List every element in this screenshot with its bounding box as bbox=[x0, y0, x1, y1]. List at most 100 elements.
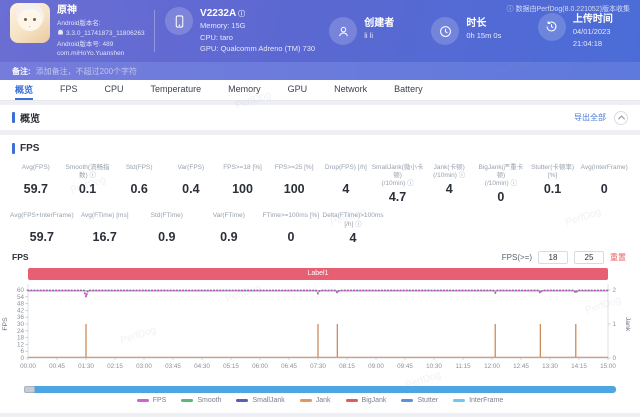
legend-item-Smooth[interactable]: Smooth bbox=[181, 397, 221, 404]
stat-value: 4 bbox=[349, 230, 357, 245]
app-title: 原神 bbox=[57, 5, 77, 16]
tab-Temperature[interactable]: Temperature bbox=[150, 84, 202, 94]
collapse-button[interactable] bbox=[614, 110, 628, 125]
stat-cell: Delta(FTime)>100ms [/h] ⓘ 4 bbox=[322, 212, 384, 244]
creator-value: li li bbox=[364, 31, 373, 40]
fps-threshold-controls: FPS(>=) 重置 bbox=[502, 250, 626, 264]
tab-Network[interactable]: Network bbox=[334, 84, 368, 94]
stat-value: 59.7 bbox=[23, 182, 48, 196]
stat-value: 4.7 bbox=[388, 190, 407, 205]
tab-GPU[interactable]: GPU bbox=[287, 84, 308, 94]
svg-text:09:45: 09:45 bbox=[397, 363, 413, 370]
stat-label: Std(FPS) bbox=[125, 164, 153, 171]
legend-item-FPS[interactable]: FPS bbox=[136, 397, 166, 404]
note-label: 备注: bbox=[12, 66, 31, 76]
app-avatar bbox=[10, 3, 50, 43]
svg-text:10:30: 10:30 bbox=[426, 363, 442, 370]
svg-text:09:00: 09:00 bbox=[368, 363, 384, 370]
fps-chart-title: FPS bbox=[12, 252, 29, 263]
clock-icon bbox=[431, 17, 460, 45]
legend-marker bbox=[181, 398, 194, 402]
device-info-icon[interactable]: ⓘ bbox=[238, 11, 246, 19]
report-header: ⓘ 数据由PerfDog(8.0.221052)版本收集 原神 Android版… bbox=[0, 0, 640, 62]
legend-name: Jank bbox=[315, 396, 331, 404]
svg-text:14:15: 14:15 bbox=[571, 363, 587, 370]
svg-text:12: 12 bbox=[17, 341, 25, 348]
stat-cell: Avg(FPS+InterFrame) 59.7 bbox=[10, 212, 74, 244]
svg-text:08:15: 08:15 bbox=[339, 363, 355, 370]
fps-threshold-input-2[interactable] bbox=[574, 250, 604, 264]
stat-cell: FPS>=18 [%] 100 bbox=[217, 164, 269, 204]
scrollbar-handle[interactable] bbox=[24, 385, 35, 393]
svg-text:00:45: 00:45 bbox=[49, 363, 65, 370]
stat-label: Var(FPS) bbox=[177, 164, 205, 171]
svg-text:Jank: Jank bbox=[624, 316, 631, 331]
stat-cell: Avg(FTime) [ms] 16.7 bbox=[74, 212, 136, 244]
stat-value: 0.1 bbox=[543, 182, 562, 197]
legend-item-BigJank[interactable]: BigJank bbox=[345, 397, 386, 404]
tab-CPU[interactable]: CPU bbox=[104, 84, 124, 94]
fps-section: FPS Avg(FPS) 59.7 Smooth(流畅指数) ⓘ 0.1 Std(FPS… bbox=[0, 135, 640, 413]
overview-title: 概览 bbox=[12, 110, 40, 125]
svg-text:12:45: 12:45 bbox=[513, 363, 529, 370]
stat-label: Avg(FTime) [ms] bbox=[80, 212, 129, 220]
device-memory: Memory: 15G bbox=[200, 21, 246, 31]
chart-legend: FPS Smooth SmallJank Jank BigJank Stutter Inte… bbox=[0, 397, 640, 404]
creator-label: 创建者 bbox=[364, 18, 395, 29]
stat-label: Smooth(流畅指数) ⓘ bbox=[65, 164, 110, 180]
note-input-bar[interactable]: 备注: 添加备注，不超过200个字符 bbox=[0, 62, 640, 80]
svg-text:03:00: 03:00 bbox=[136, 363, 152, 370]
stat-label: FPS>=18 [%] bbox=[223, 164, 262, 171]
note-placeholder: 添加备注，不超过200个字符 bbox=[35, 66, 138, 76]
svg-text:36: 36 bbox=[17, 314, 25, 321]
svg-text:1: 1 bbox=[613, 321, 617, 328]
stat-cell: Avg(InterFrame) 0 bbox=[578, 164, 630, 204]
legend-item-Jank[interactable]: Jank bbox=[299, 396, 331, 404]
stat-value: 0.4 bbox=[182, 182, 200, 196]
export-all-link[interactable]: 导出全部 bbox=[574, 113, 606, 122]
svg-text:11:15: 11:15 bbox=[455, 363, 471, 370]
legend-item-Stutter[interactable]: Stutter bbox=[401, 397, 438, 404]
stat-label: FPS>=25 [%] bbox=[274, 164, 314, 171]
fps-threshold-input-1[interactable] bbox=[538, 250, 568, 264]
android-version-label: Android版本名: bbox=[57, 20, 101, 27]
stat-label: Stutter(卡顿率) [%] bbox=[531, 164, 575, 180]
device-cpu: CPU: taro bbox=[200, 32, 233, 42]
phone-icon bbox=[165, 7, 194, 36]
device-model: V2232A bbox=[200, 8, 237, 20]
tab-Battery[interactable]: Battery bbox=[394, 84, 423, 94]
device-gpu: GPU: Qualcomm Adreno (TM) 730 bbox=[200, 44, 316, 54]
stat-cell: Jank(卡顿) (/10min) ⓘ 4 bbox=[423, 164, 475, 204]
legend-item-SmallJank[interactable]: SmallJank bbox=[236, 397, 285, 404]
fps-section-title: FPS bbox=[0, 143, 640, 154]
legend-item-InterFrame[interactable]: InterFrame bbox=[453, 397, 503, 404]
chart-horizontal-scrollbar[interactable] bbox=[24, 385, 616, 393]
stat-cell: Avg(FPS) 59.7 bbox=[10, 164, 62, 204]
svg-text:06:00: 06:00 bbox=[252, 363, 268, 370]
upload-label: 上传时间 bbox=[572, 13, 613, 25]
svg-text:07:30: 07:30 bbox=[310, 363, 326, 370]
svg-text:48: 48 bbox=[17, 300, 25, 307]
reset-thresholds-link[interactable]: 重置 bbox=[610, 252, 626, 262]
stat-cell: SmallJank(微小卡顿) (/10min) ⓘ 4.7 bbox=[372, 164, 424, 204]
svg-text:30: 30 bbox=[17, 321, 25, 328]
tab-概览[interactable]: 概览 bbox=[15, 80, 34, 100]
svg-text:FPS: FPS bbox=[2, 317, 9, 331]
tab-FPS[interactable]: FPS bbox=[60, 84, 78, 94]
stat-cell: Var(FPS) 0.4 bbox=[165, 164, 217, 204]
duration-label: 时长 bbox=[466, 18, 487, 29]
upload-time-block: 上传时间 04/01/2023 21:04:18 bbox=[537, 12, 630, 49]
stat-cell: Std(FPS) 0.6 bbox=[113, 164, 165, 204]
stat-value: 59.7 bbox=[29, 230, 54, 245]
region-label: Label1 bbox=[307, 270, 329, 278]
app-info-block: 原神 Android版本名: 3.3.0_11741873_11806263 A… bbox=[10, 3, 152, 59]
svg-text:06:45: 06:45 bbox=[281, 363, 297, 370]
legend-marker bbox=[136, 398, 149, 402]
stat-value: 4 bbox=[342, 182, 350, 196]
stat-label: Delta(FTime)>100ms [/h] ⓘ bbox=[322, 212, 384, 228]
tab-Memory[interactable]: Memory bbox=[228, 84, 261, 94]
svg-text:42: 42 bbox=[17, 307, 25, 314]
legend-marker bbox=[236, 398, 249, 402]
chart-region-label-bar[interactable]: Label1 bbox=[28, 267, 608, 280]
